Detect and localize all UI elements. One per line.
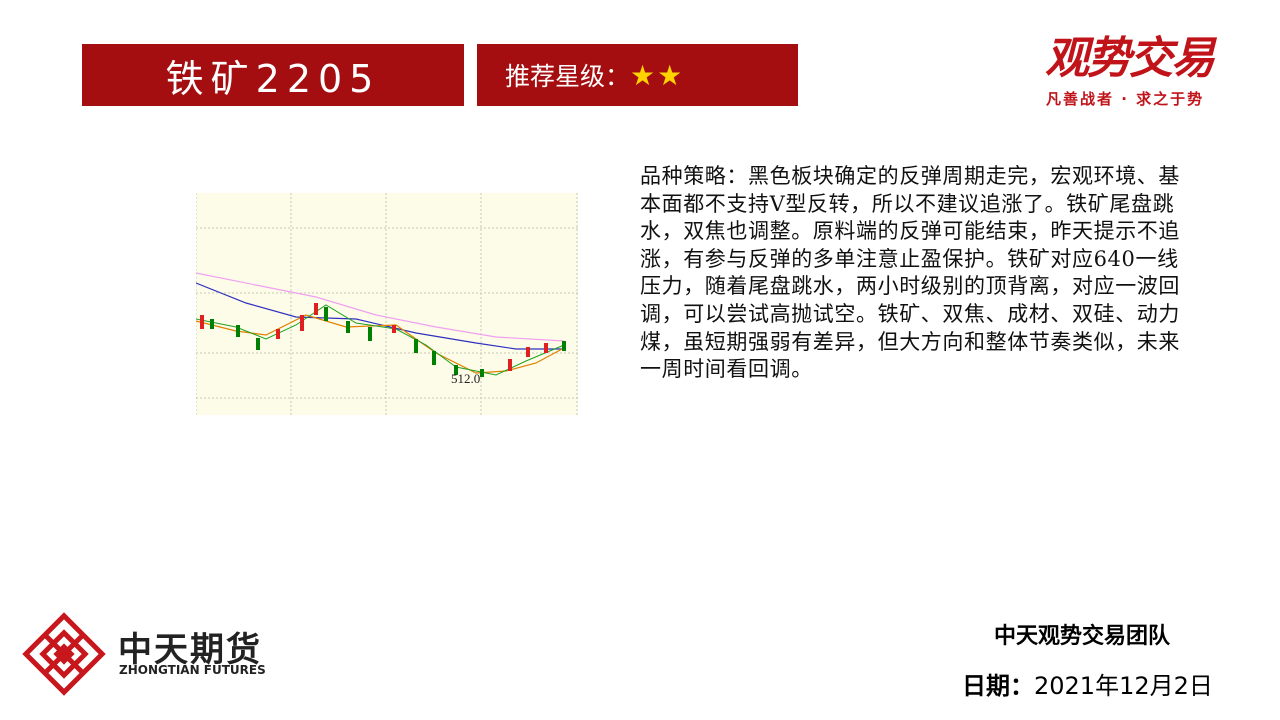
title: 铁矿2205	[82, 44, 464, 106]
rating-box: 推荐星级： ★★	[477, 44, 798, 106]
team-name: 中天观势交易团队	[994, 624, 1171, 649]
strategy-paragraph: 品种策略：黑色板块确定的反弹周期走完，宏观环境、基本面都不支持V型反转，所以不建…	[640, 163, 1200, 384]
date-row: 日期：2021年12月2日	[962, 666, 1213, 701]
rating-label: 推荐星级：	[505, 62, 631, 91]
chart-bg	[196, 193, 578, 415]
chart-image: 512.0	[196, 193, 578, 415]
company-name: 中天期货	[118, 630, 262, 670]
strategy-text: 黑色板块确定的反弹周期走完，宏观环境、基本面都不支持V型反转，所以不建议追涨了。…	[640, 164, 1180, 382]
ma-line	[196, 272, 565, 342]
brand-slogan: 凡善战者 · 求之于势	[1046, 90, 1205, 108]
brand-name: 观势交易	[1045, 33, 1215, 84]
date-label: 日期：	[962, 672, 1034, 700]
strategy-label: 品种策略：	[640, 164, 748, 188]
candles	[200, 303, 566, 377]
ma-line	[196, 304, 565, 376]
chart-grid	[196, 193, 578, 415]
rating-stars: ★★	[630, 58, 685, 92]
chart-label: 512.0	[451, 371, 480, 386]
company-logo	[22, 612, 106, 696]
date: 2021年12月2日	[1034, 672, 1213, 700]
company-name-en: ZHONGTIAN FUTURES	[119, 663, 266, 677]
